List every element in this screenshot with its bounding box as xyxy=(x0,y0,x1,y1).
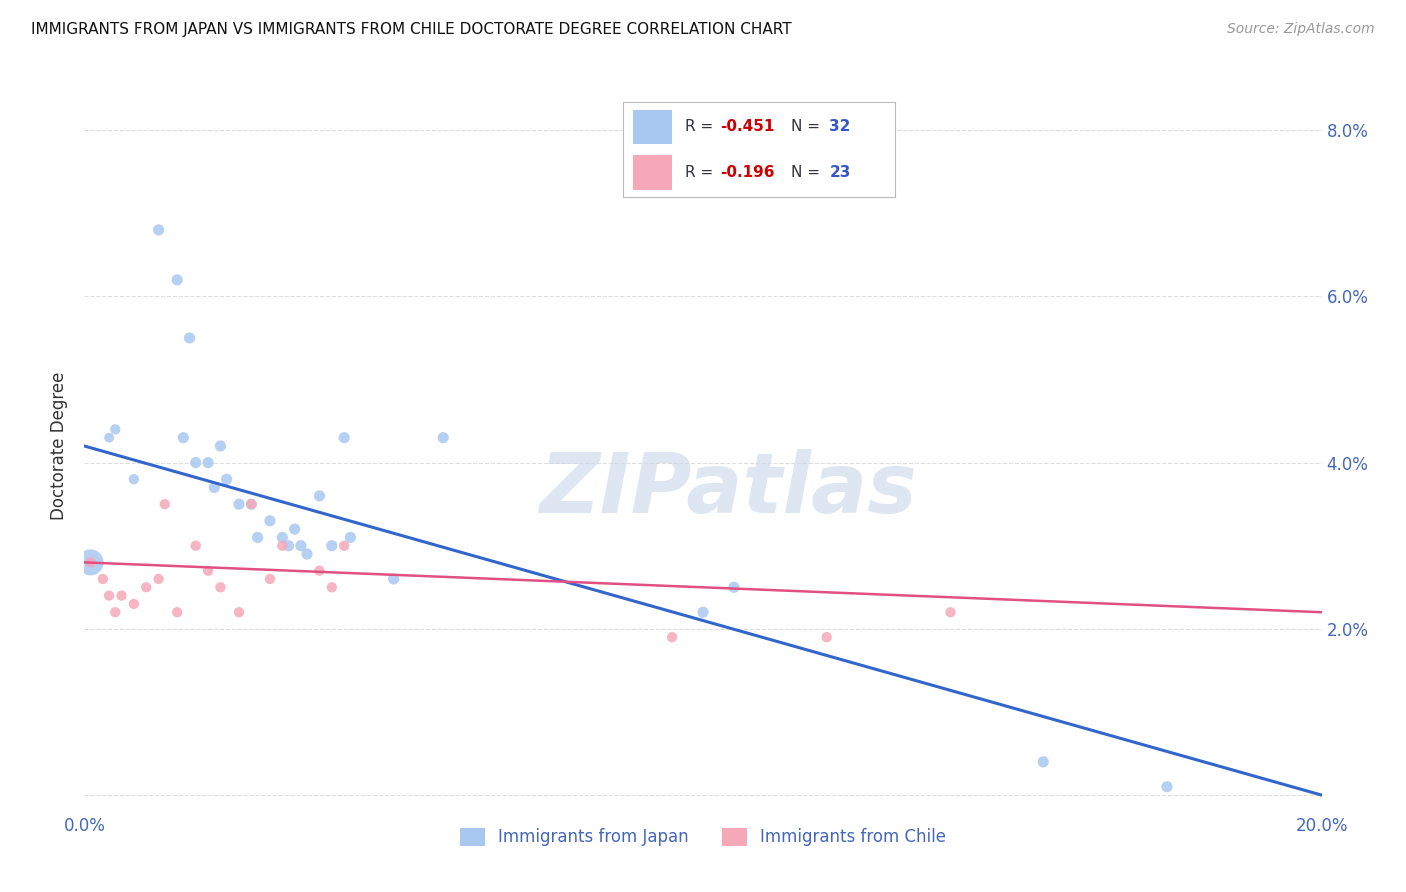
Point xyxy=(815,630,838,644)
Point xyxy=(228,605,250,619)
Point xyxy=(172,431,194,445)
Point xyxy=(939,605,962,619)
Point xyxy=(308,564,330,578)
Point xyxy=(277,539,299,553)
Point xyxy=(179,331,201,345)
Point xyxy=(209,439,232,453)
Text: ZIPatlas: ZIPatlas xyxy=(538,450,917,531)
Point xyxy=(692,605,714,619)
Point xyxy=(135,580,157,594)
Point xyxy=(290,539,312,553)
Point xyxy=(333,539,356,553)
Point xyxy=(259,572,281,586)
Point xyxy=(98,431,121,445)
Point xyxy=(246,530,269,544)
Point xyxy=(209,580,232,594)
Point xyxy=(321,539,343,553)
Point xyxy=(197,456,219,470)
Point xyxy=(723,580,745,594)
Legend: Immigrants from Japan, Immigrants from Chile: Immigrants from Japan, Immigrants from C… xyxy=(451,819,955,855)
Point xyxy=(432,431,454,445)
Y-axis label: Doctorate Degree: Doctorate Degree xyxy=(51,372,69,520)
Point xyxy=(271,539,294,553)
Text: Source: ZipAtlas.com: Source: ZipAtlas.com xyxy=(1227,22,1375,37)
Point xyxy=(321,580,343,594)
Point xyxy=(166,273,188,287)
Point xyxy=(79,555,101,569)
Point xyxy=(259,514,281,528)
Point xyxy=(110,589,132,603)
Point xyxy=(240,497,263,511)
Point xyxy=(79,555,101,569)
Point xyxy=(295,547,318,561)
Point xyxy=(166,605,188,619)
Point xyxy=(153,497,176,511)
Point xyxy=(104,422,127,436)
Point xyxy=(661,630,683,644)
Point xyxy=(333,431,356,445)
Point xyxy=(202,481,225,495)
Point xyxy=(184,539,207,553)
Point xyxy=(382,572,405,586)
Point xyxy=(148,223,170,237)
Point xyxy=(339,530,361,544)
Point xyxy=(1156,780,1178,794)
Point xyxy=(98,589,121,603)
Point xyxy=(1032,755,1054,769)
Point xyxy=(271,530,294,544)
Point xyxy=(308,489,330,503)
Text: IMMIGRANTS FROM JAPAN VS IMMIGRANTS FROM CHILE DOCTORATE DEGREE CORRELATION CHAR: IMMIGRANTS FROM JAPAN VS IMMIGRANTS FROM… xyxy=(31,22,792,37)
Point xyxy=(184,456,207,470)
Point xyxy=(240,497,263,511)
Point xyxy=(284,522,307,536)
Point xyxy=(215,472,238,486)
Point xyxy=(104,605,127,619)
Point xyxy=(148,572,170,586)
Point xyxy=(91,572,114,586)
Point xyxy=(197,564,219,578)
Point xyxy=(228,497,250,511)
Point xyxy=(122,472,145,486)
Point xyxy=(122,597,145,611)
